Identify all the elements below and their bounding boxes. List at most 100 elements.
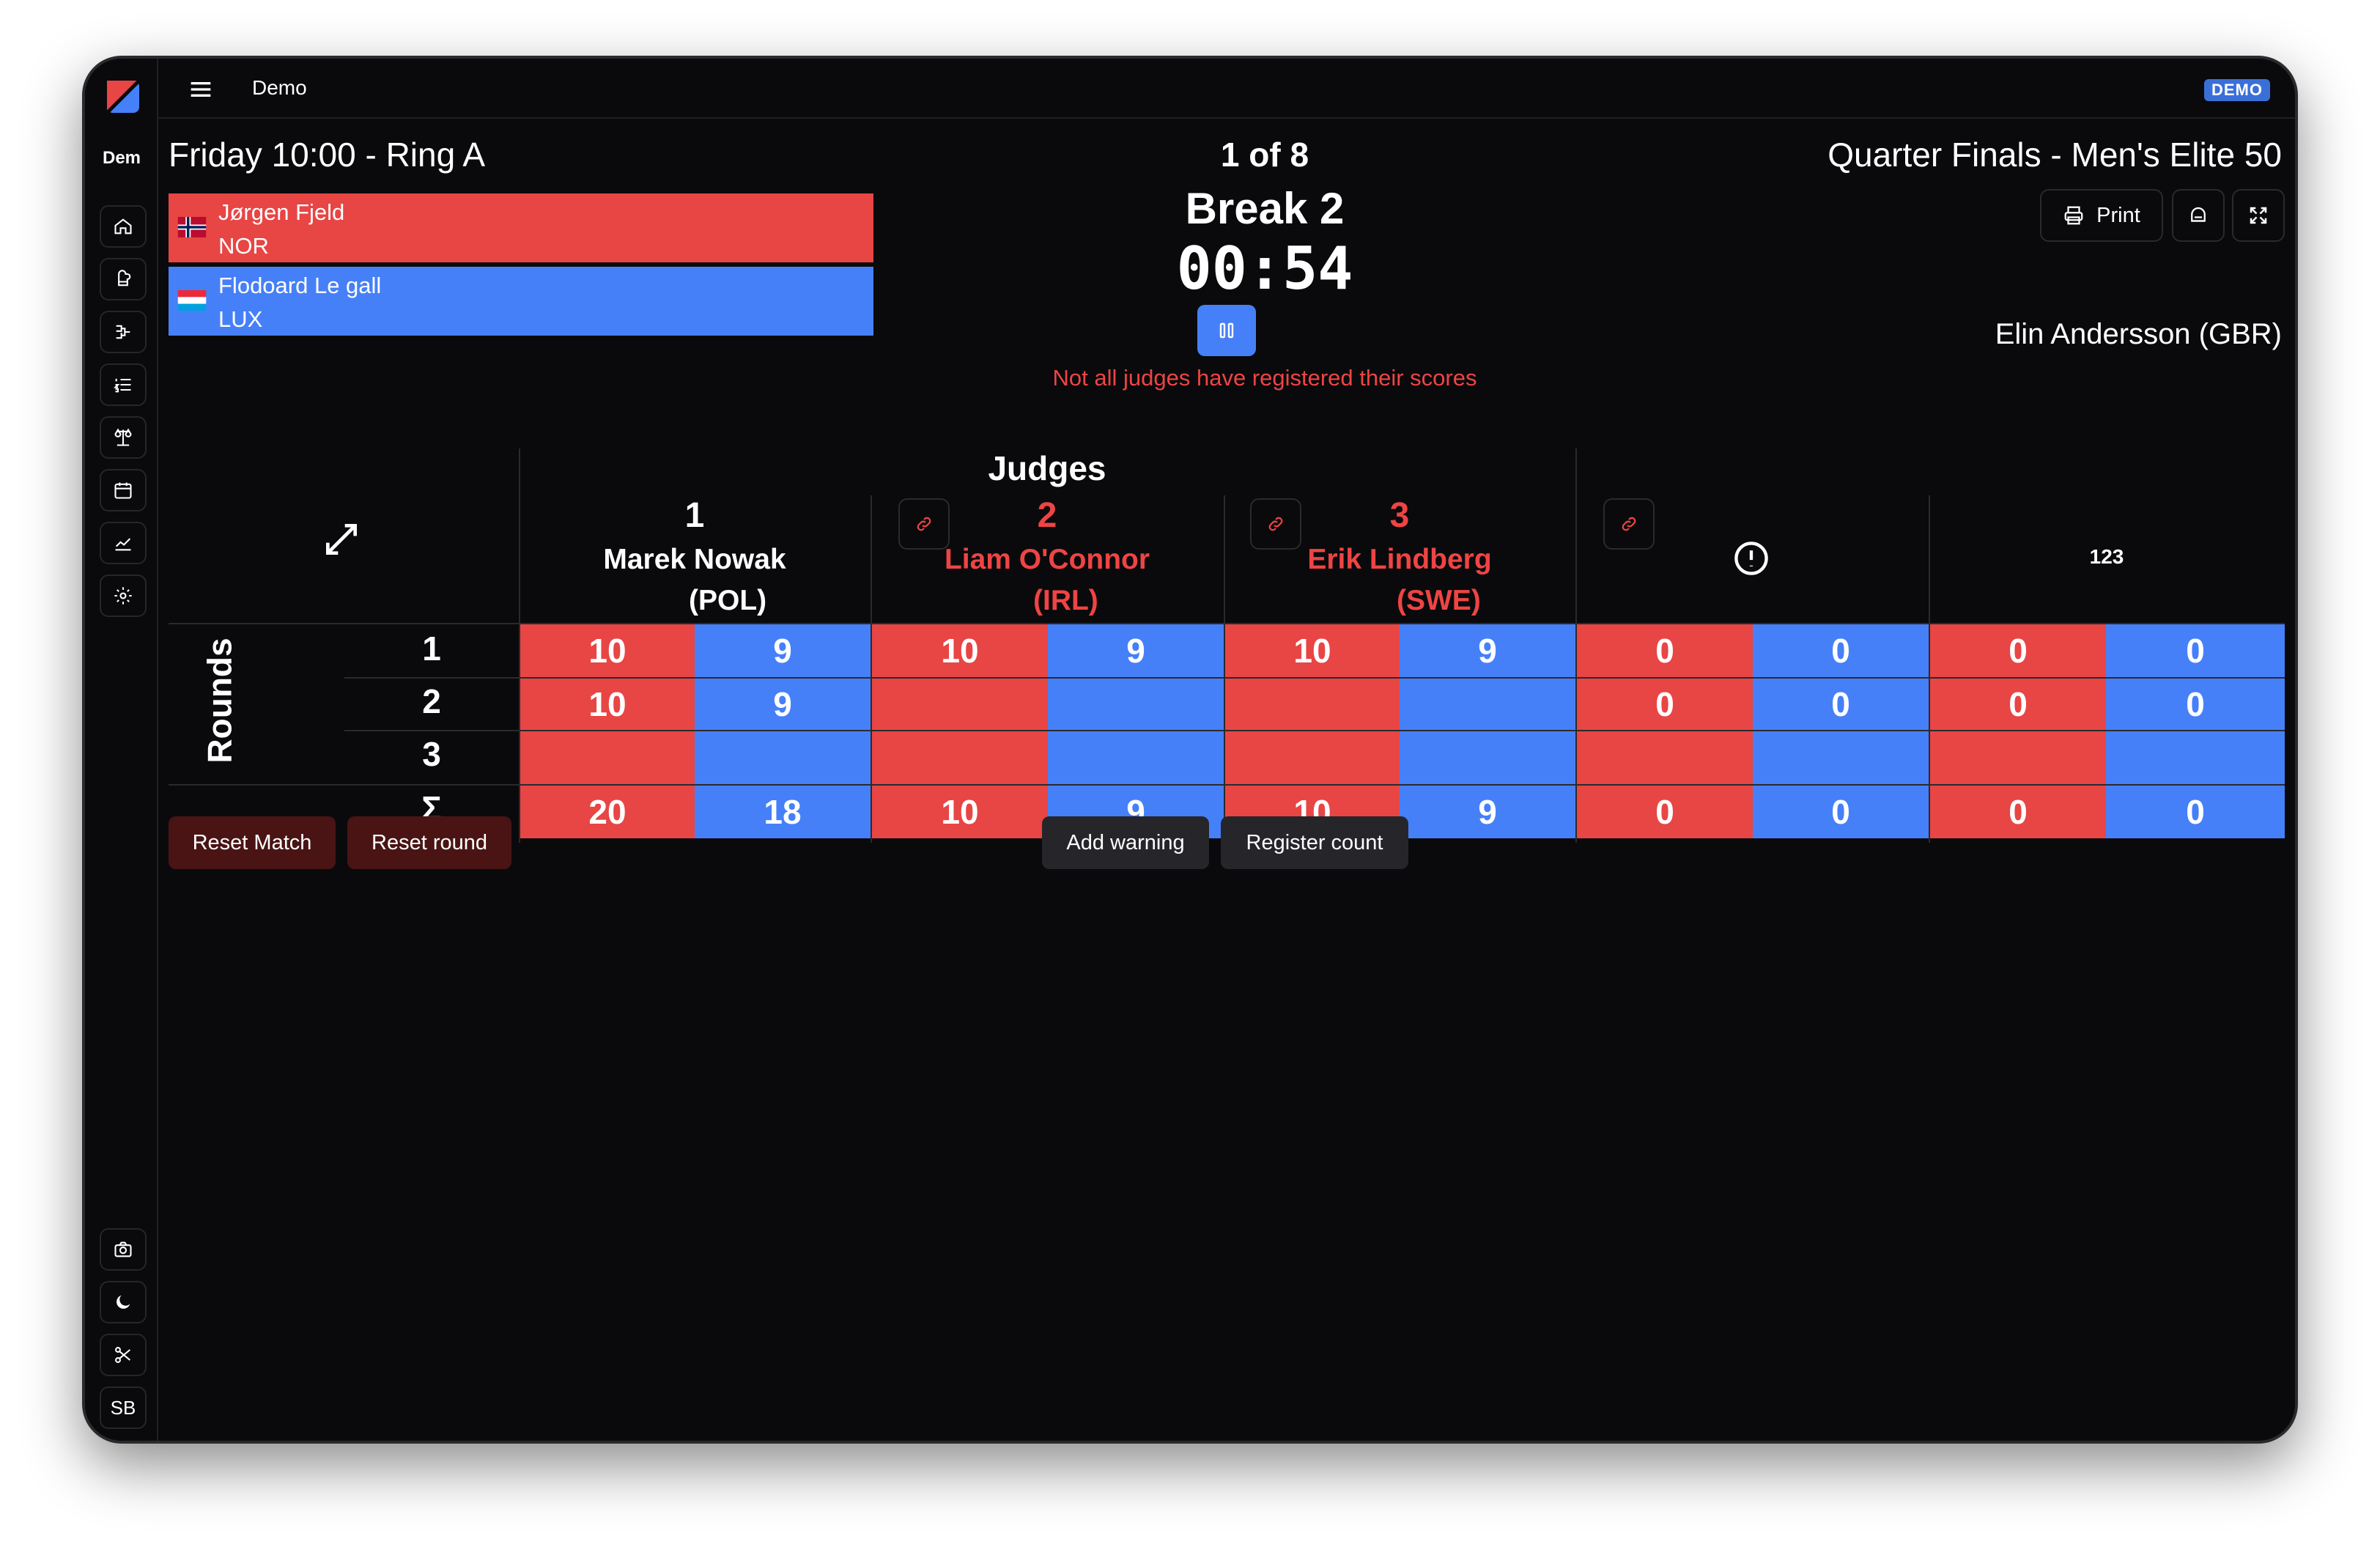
score-cell-red[interactable] xyxy=(872,731,1048,784)
brand-label: Dem xyxy=(102,148,141,168)
score-cell-red[interactable]: 10 xyxy=(872,624,1048,677)
sidebar-settings-button[interactable] xyxy=(100,575,147,617)
red-fighter: Jørgen Fjeld NOR xyxy=(169,193,873,262)
blue-fighter-nation: LUX xyxy=(218,306,263,332)
score-cell-red[interactable] xyxy=(872,679,1048,730)
count-cell-red[interactable]: 0 xyxy=(1930,679,2106,730)
app-window: Dem xyxy=(82,56,2298,1444)
total-cell-blue: 18 xyxy=(695,786,871,838)
demo-badge: DEMO xyxy=(2204,79,2270,101)
home-icon xyxy=(114,218,132,234)
score-cell-blue[interactable] xyxy=(1400,679,1575,730)
score-cell-blue[interactable]: 9 xyxy=(1048,624,1224,677)
count-cell-red[interactable] xyxy=(1930,731,2106,784)
fullscreen-button[interactable] xyxy=(2232,189,2285,242)
warning-cell-red[interactable] xyxy=(1577,731,1753,784)
page-title: Demo xyxy=(252,76,307,99)
total-cell-blue: 0 xyxy=(2106,786,2285,838)
round-2-label: 2 xyxy=(422,682,441,720)
moon-icon xyxy=(117,1295,130,1309)
sidebar-list-button[interactable] xyxy=(100,363,147,406)
score-cell-blue[interactable]: 9 xyxy=(695,679,871,730)
score-cell-red[interactable]: 10 xyxy=(520,624,695,677)
count-cell-blue[interactable] xyxy=(2106,731,2285,784)
printer-icon xyxy=(2064,206,2083,225)
sidebar-camera-button[interactable] xyxy=(100,1228,147,1271)
print-label: Print xyxy=(2096,203,2140,227)
register-count-button[interactable]: Register count xyxy=(1221,816,1408,869)
total-cell-red: 0 xyxy=(1577,786,1753,838)
fullscreen-icon xyxy=(2250,207,2267,224)
swap-corners-icon[interactable] xyxy=(321,519,362,560)
total-cell-blue: 0 xyxy=(1753,786,1929,838)
sidebar-glove-button[interactable] xyxy=(100,258,147,300)
line-chart-icon xyxy=(115,538,131,551)
blue-fighter-name: Flodoard Le gall xyxy=(218,273,382,298)
link-icon xyxy=(1622,517,1636,531)
score-cell-red[interactable]: 10 xyxy=(1225,624,1400,677)
link-icon xyxy=(1268,517,1283,531)
total-cell-red: 10 xyxy=(872,786,1048,838)
score-cell-red[interactable]: 10 xyxy=(520,679,695,730)
warning-cell-red[interactable]: 0 xyxy=(1577,624,1753,677)
sidebar-home-button[interactable] xyxy=(100,205,147,248)
helmet-icon xyxy=(2191,207,2206,222)
reset-match-button[interactable]: Reset Match xyxy=(169,816,336,869)
score-cell-red[interactable] xyxy=(1225,731,1400,784)
link-icon xyxy=(917,517,931,531)
score-cell-blue[interactable] xyxy=(695,731,871,784)
bracket-icon xyxy=(116,325,130,339)
red-fighter-nation: NOR xyxy=(218,233,269,259)
timer-display: 00:54 xyxy=(1176,234,1353,303)
add-warning-button[interactable]: Add warning xyxy=(1042,816,1209,869)
warning-cell-blue[interactable]: 0 xyxy=(1753,624,1929,677)
table-divider xyxy=(519,448,520,843)
table-divider xyxy=(169,623,2285,624)
round-3-label: 3 xyxy=(422,735,441,773)
sidebar-tools-button[interactable] xyxy=(100,1334,147,1376)
judge-1-number: 1 xyxy=(684,496,705,535)
score-cell-blue[interactable] xyxy=(1048,679,1224,730)
user-avatar-button[interactable]: SB xyxy=(100,1386,147,1429)
judge-2-link-button[interactable] xyxy=(1250,498,1301,550)
menu-icon[interactable] xyxy=(186,75,215,104)
score-cell-blue[interactable] xyxy=(1048,731,1224,784)
blue-fighter: Flodoard Le gall LUX xyxy=(169,267,873,336)
judge-2-country: (IRL) xyxy=(1033,585,1098,616)
table-divider xyxy=(344,677,2285,679)
judge-1-country: (POL) xyxy=(689,585,767,616)
sidebar-scale-button[interactable] xyxy=(100,416,147,459)
judges-title: Judges xyxy=(988,449,1106,487)
judge-3-link-button[interactable] xyxy=(1603,498,1655,550)
boxing-glove-icon xyxy=(118,270,131,287)
table-divider xyxy=(344,730,2285,731)
score-cell-blue[interactable]: 9 xyxy=(695,624,871,677)
reset-round-button[interactable]: Reset round xyxy=(347,816,511,869)
count-cell-blue[interactable]: 0 xyxy=(2106,624,2285,677)
warning-cell-red[interactable]: 0 xyxy=(1577,679,1753,730)
judge-1-link-button[interactable] xyxy=(898,498,950,550)
scissors-icon xyxy=(115,1347,131,1363)
dark-mode-toggle[interactable] xyxy=(100,1281,147,1323)
sidebar-bracket-button[interactable] xyxy=(100,311,147,353)
judge-3-name: Erik Lindberg xyxy=(1307,544,1492,575)
rounds-label-wrap: Rounds xyxy=(198,638,242,763)
helmet-button[interactable] xyxy=(2172,189,2225,242)
warning-cell-blue[interactable] xyxy=(1753,731,1929,784)
exclamation-circle-icon xyxy=(1734,542,1768,575)
score-cell-red[interactable] xyxy=(520,731,695,784)
sidebar-calendar-button[interactable] xyxy=(100,469,147,511)
sidebar-chart-button[interactable] xyxy=(100,522,147,564)
count-cell-blue[interactable]: 0 xyxy=(2106,679,2285,730)
table-divider xyxy=(1929,495,1930,843)
judge-2-name: Liam O'Connor xyxy=(944,544,1150,575)
total-cell-blue: 9 xyxy=(1400,786,1575,838)
user-initials: SB xyxy=(110,1396,136,1419)
score-cell-blue[interactable]: 9 xyxy=(1400,624,1575,677)
pause-button[interactable] xyxy=(1197,305,1256,356)
count-cell-red[interactable]: 0 xyxy=(1930,624,2106,677)
score-cell-red[interactable] xyxy=(1225,679,1400,730)
warning-cell-blue[interactable]: 0 xyxy=(1753,679,1929,730)
print-button[interactable]: Print xyxy=(2040,189,2163,242)
score-cell-blue[interactable] xyxy=(1400,731,1575,784)
